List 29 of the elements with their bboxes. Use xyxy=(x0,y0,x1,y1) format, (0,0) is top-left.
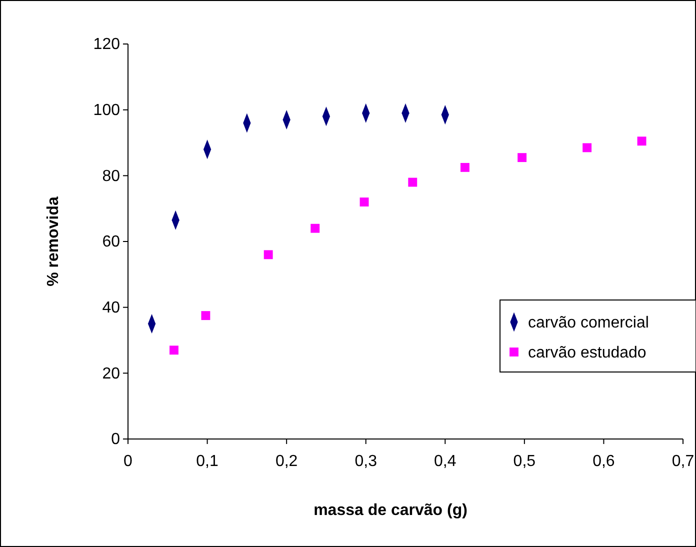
point xyxy=(310,224,320,233)
point xyxy=(264,250,273,260)
y-tick-label: 20 xyxy=(102,365,120,382)
x-tick-label: 0,1 xyxy=(196,453,219,470)
y-tick-label: 0 xyxy=(111,431,120,448)
y-tick-label: 80 xyxy=(102,168,120,185)
point xyxy=(360,198,369,206)
point xyxy=(637,136,646,146)
y-tick-label: 100 xyxy=(93,102,120,119)
legend-label: carvão estudado xyxy=(528,344,646,362)
legend-label: carvão comercial xyxy=(528,314,649,332)
x-tick-label: 0,5 xyxy=(513,453,536,470)
x-tick-label: 0,3 xyxy=(354,453,378,470)
x-tick-label: 0,4 xyxy=(434,453,456,470)
x-axis-title: massa de carvão (g) xyxy=(314,502,468,519)
y-axis-title: % removida xyxy=(45,196,62,286)
x-tick-label: 0,7 xyxy=(672,453,694,470)
point xyxy=(460,162,470,172)
x-tick-label: 0,6 xyxy=(592,453,615,470)
point xyxy=(518,153,527,162)
point xyxy=(582,143,592,152)
point xyxy=(201,311,210,320)
y-tick-label: 120 xyxy=(93,36,120,54)
point xyxy=(408,178,418,187)
x-tick-label: 0,2 xyxy=(275,453,298,470)
y-tick-label: 40 xyxy=(102,299,120,316)
x-tick-label: 0 xyxy=(124,453,133,470)
y-tick-label: 60 xyxy=(102,234,120,251)
point xyxy=(170,346,178,355)
